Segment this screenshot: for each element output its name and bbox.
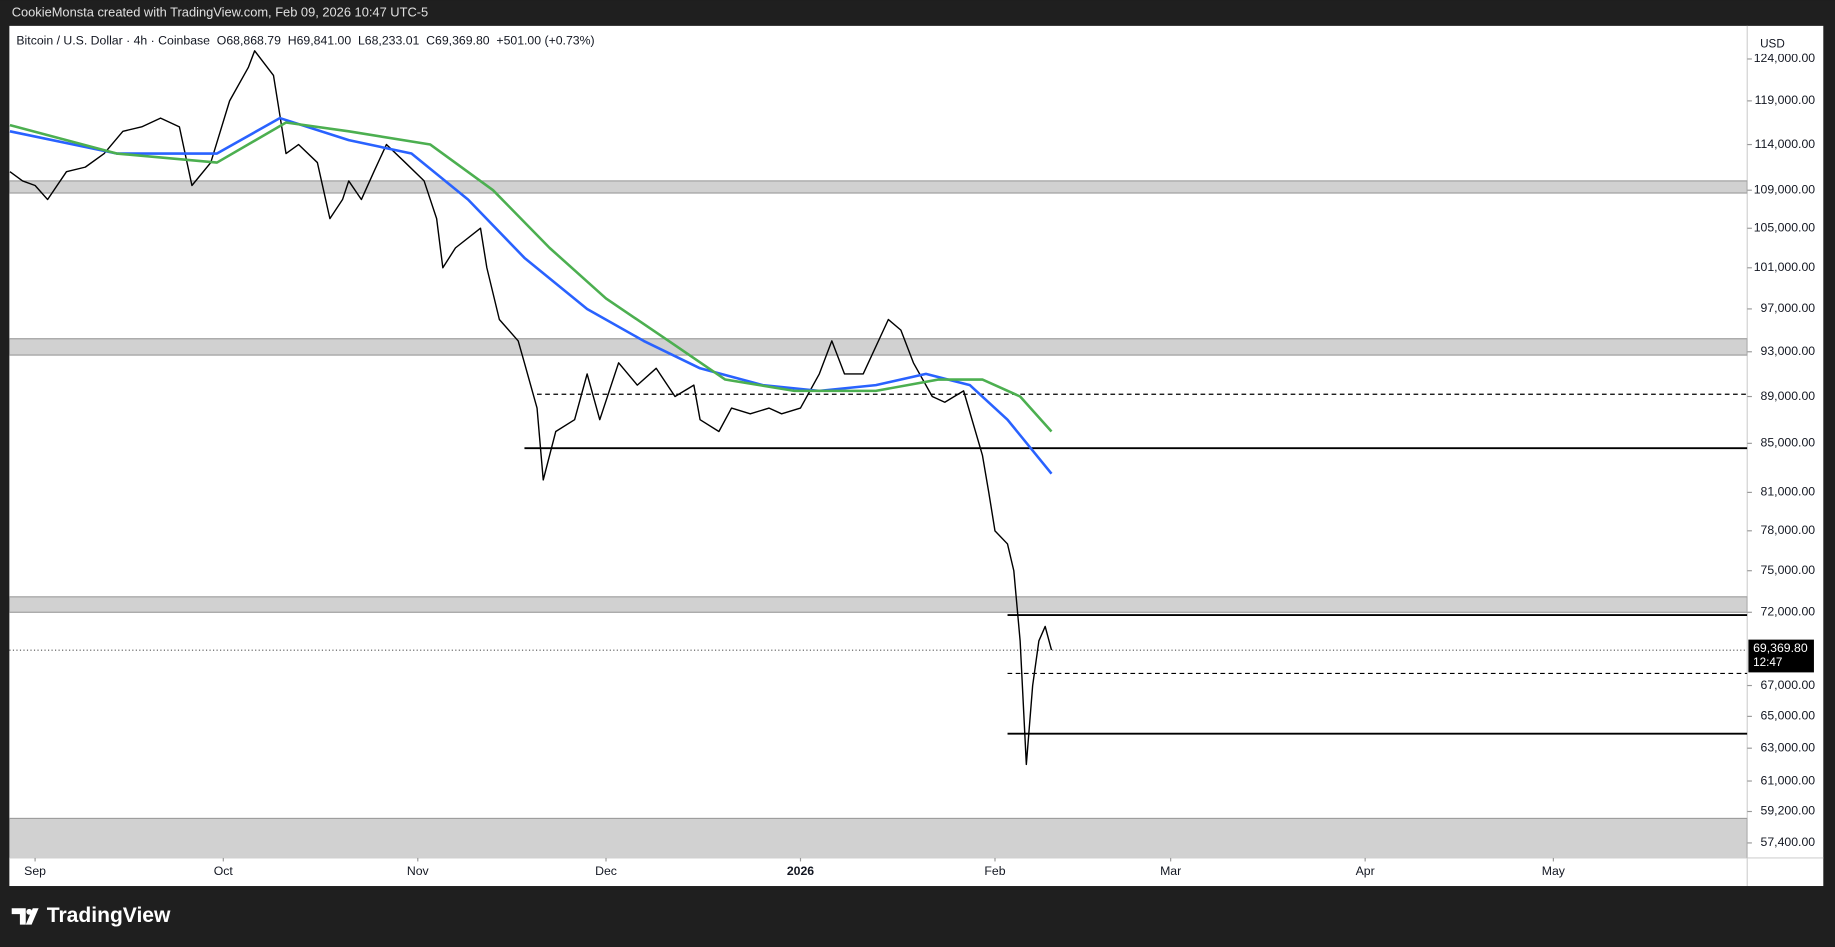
y-tick-label: 105,000.00	[1754, 221, 1816, 235]
price-line	[9, 50, 1053, 766]
y-tick-label: 101,000.00	[1754, 260, 1816, 274]
moving-average	[9, 121, 1053, 433]
x-tick-label: Mar	[1160, 864, 1181, 878]
zone	[9, 180, 1748, 194]
y-tick-label: 63,000.00	[1761, 740, 1816, 754]
x-tick-label: Nov	[407, 864, 430, 878]
y-tick-label: 75,000.00	[1761, 563, 1816, 577]
moving-average	[9, 116, 1053, 475]
plot	[9, 50, 1748, 858]
y-tick-label: 114,000.00	[1755, 137, 1816, 151]
last-price-label: 69,369.80	[1753, 641, 1808, 655]
y-tick-label: 81,000.00	[1761, 485, 1816, 499]
x-tick-label: Dec	[595, 864, 617, 878]
y-tick-label: 89,000.00	[1761, 389, 1816, 403]
last-price-box	[1748, 639, 1814, 673]
y-tick-label: 61,000.00	[1761, 773, 1816, 787]
countdown: 12:47	[1753, 656, 1782, 669]
unit-bg	[1750, 32, 1798, 54]
x-tick-label: Feb	[984, 864, 1005, 878]
x-tick-label: May	[1542, 864, 1566, 878]
y-tick-label: 97,000.00	[1761, 301, 1816, 315]
chart-area	[9, 25, 1824, 887]
y-tick-label: 119,000.00	[1755, 93, 1816, 107]
y-tick-label: 57,400.00	[1761, 835, 1816, 849]
y-tick-label: 67,000.00	[1761, 678, 1816, 692]
y-tick-label: 65,000.00	[1761, 709, 1816, 723]
logo: TradingView	[11, 904, 171, 927]
brand: TradingView	[47, 904, 171, 927]
y-tick-label: 93,000.00	[1761, 344, 1816, 358]
y-tick-label: 72,000.00	[1761, 605, 1816, 619]
y-tick-label: 78,000.00	[1761, 523, 1816, 537]
legend: Bitcoin / U.S. Dollar · 4h · Coinbase O6…	[16, 33, 594, 47]
zone	[9, 596, 1748, 613]
logo-dot	[26, 908, 33, 915]
x-tick-label: Apr	[1356, 864, 1375, 878]
axes: 124,000.00 119,000.00 114,000.00 109,000.00…	[24, 51, 1815, 878]
x-tick-label: 2026	[787, 864, 814, 878]
y-tick-label: 124,000.00	[1754, 51, 1816, 65]
y-tick-label: 85,000.00	[1761, 436, 1816, 450]
y-tick-label: 109,000.00	[1754, 182, 1816, 196]
header: CookieMonsta created with TradingView.co…	[12, 4, 429, 19]
zone	[9, 817, 1748, 858]
x-tick-label: Oct	[214, 864, 234, 878]
x-tick-label: Sep	[24, 864, 46, 878]
zone	[9, 338, 1748, 356]
axis-unit: USD	[1760, 38, 1785, 51]
y-tick-label: 59,200.00	[1761, 804, 1816, 818]
